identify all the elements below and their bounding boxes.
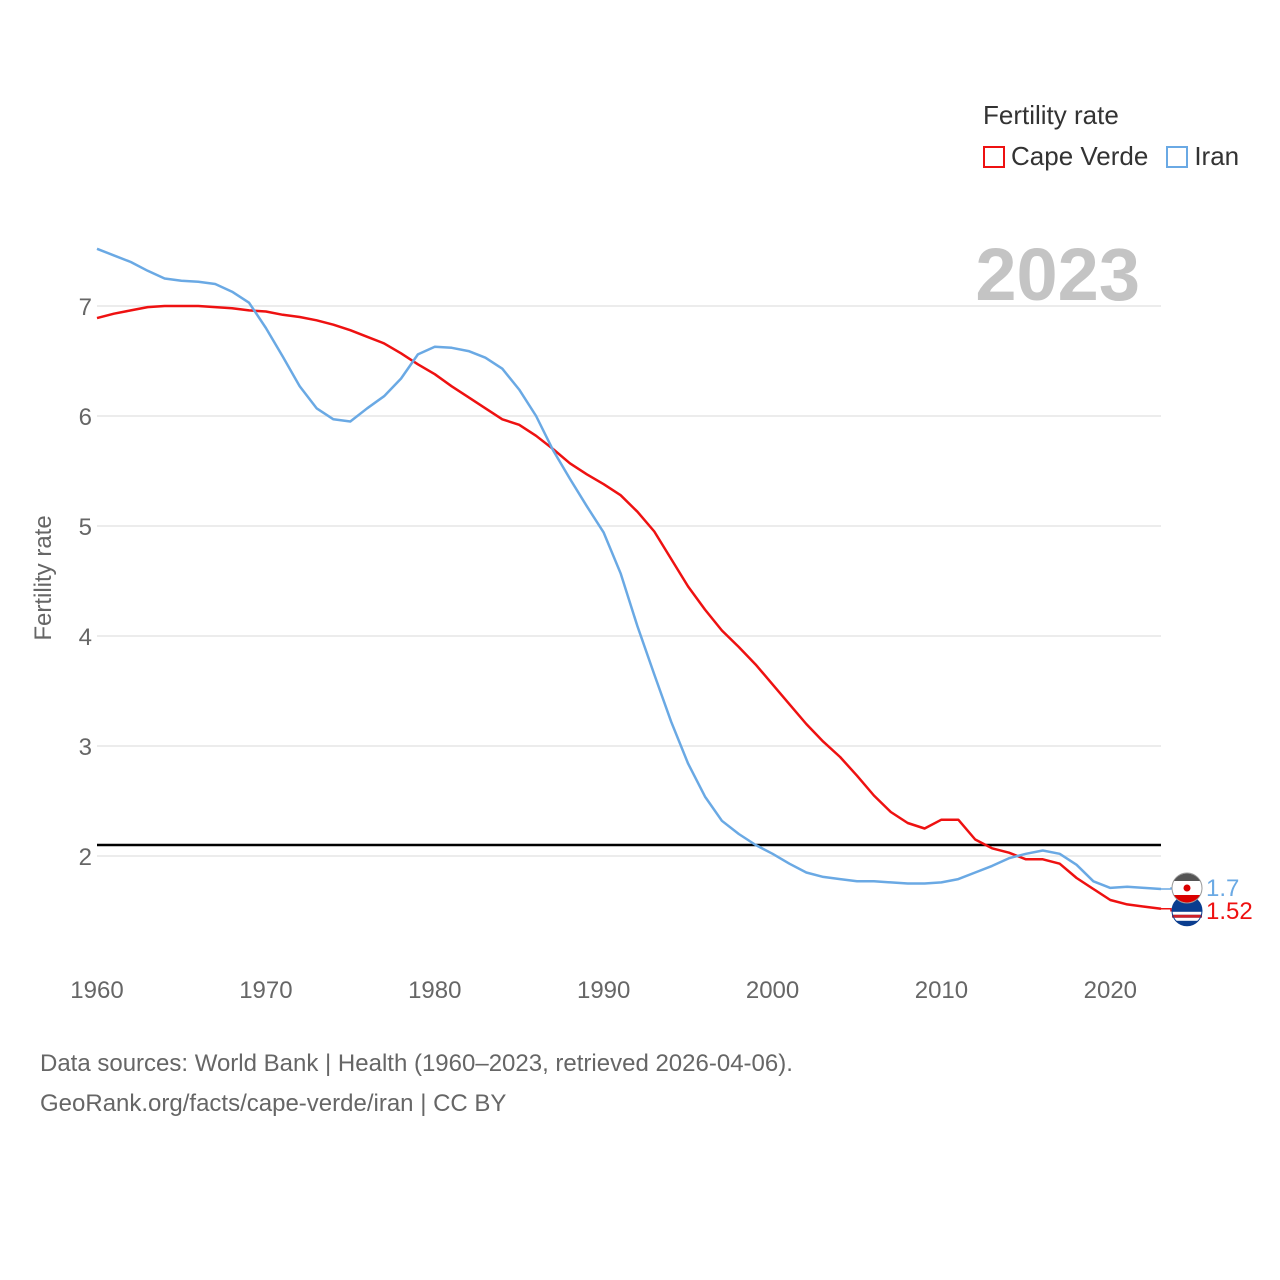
legend-item-iran[interactable]: Iran: [1166, 141, 1239, 172]
legend-swatch-cape-verde: [983, 145, 1005, 168]
series-line-iran: [96, 247, 1162, 891]
legend-items: Cape Verde Iran: [983, 141, 1239, 172]
series-lines: [96, 247, 1162, 911]
x-tick-2000: 2000: [746, 977, 799, 1004]
x-tick-1960: 1960: [70, 977, 123, 1004]
end-markers: 1.521.7: [1161, 872, 1253, 927]
y-tick-5: 5: [79, 514, 92, 541]
y-gridlines: [97, 305, 1161, 857]
flag-iran-icon: [1171, 872, 1203, 904]
data-sources-note: Data sources: World Bank | Health (1960–…: [40, 1050, 793, 1077]
y-tick-6: 6: [79, 404, 92, 431]
y-tick-2: 2: [79, 844, 92, 871]
year-label: 2023: [975, 233, 1140, 316]
x-tick-2020: 2020: [1084, 977, 1137, 1004]
source-link[interactable]: GeoRank.org/facts/cape-verde/iran | CC B…: [40, 1090, 507, 1117]
x-tick-labels: 1960 1970 1980 1990 2000 2010 2020: [70, 977, 1137, 1004]
legend-item-cape-verde[interactable]: Cape Verde: [983, 141, 1148, 172]
y-tick-3: 3: [79, 734, 92, 761]
footer: Data sources: World Bank | Health (1960–…: [40, 1044, 793, 1124]
end-label-iran: 1.7: [1206, 875, 1239, 902]
legend-swatch-iran: [1166, 145, 1189, 168]
y-tick-7: 7: [79, 294, 92, 321]
legend: Fertility rate Cape Verde Iran: [983, 100, 1239, 172]
series-line-cape-verde: [96, 304, 1162, 911]
x-tick-2010: 2010: [915, 977, 968, 1004]
y-tick-labels: 2 3 4 5 6 7: [79, 294, 92, 871]
legend-label-cape-verde: Cape Verde: [1011, 141, 1149, 171]
x-tick-1990: 1990: [577, 977, 630, 1004]
end-label-cape-verde: 1.52: [1206, 898, 1253, 925]
legend-label-iran: Iran: [1194, 141, 1240, 171]
x-tick-1980: 1980: [408, 977, 461, 1004]
y-tick-4: 4: [79, 624, 92, 651]
x-tick-1970: 1970: [239, 977, 292, 1004]
y-axis-title: Fertility rate: [30, 515, 57, 640]
legend-title: Fertility rate: [983, 100, 1119, 130]
